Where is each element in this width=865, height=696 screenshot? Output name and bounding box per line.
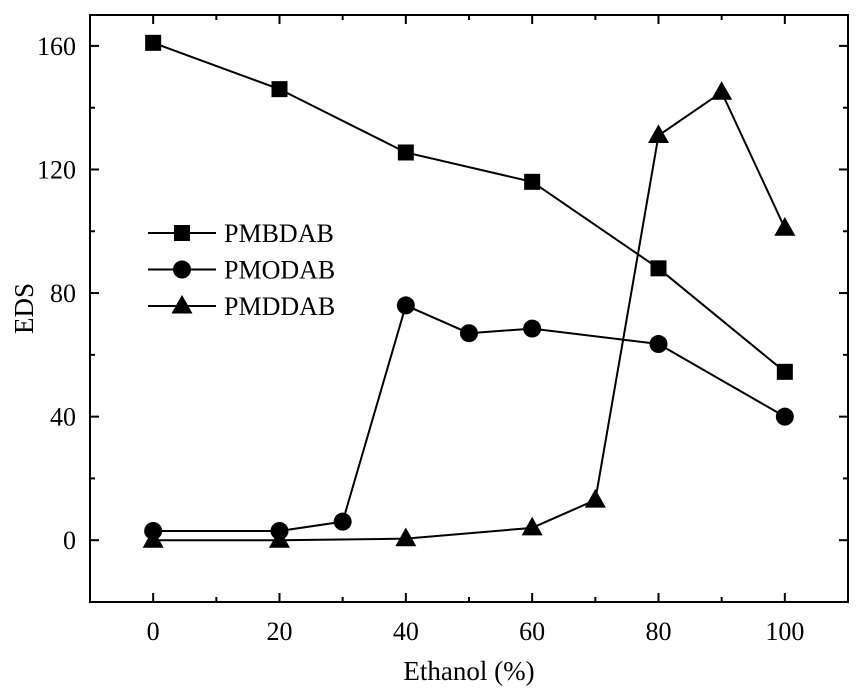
pmddab-point <box>774 217 796 236</box>
legend-pmbdab-label: PMBDAB <box>224 219 334 248</box>
pmodab-point <box>396 296 415 315</box>
pmddab-point <box>142 529 164 548</box>
pmbdab-point <box>397 144 414 161</box>
y-axis-title: EDS <box>9 283 39 334</box>
x-tick-label: 80 <box>646 617 672 646</box>
pmodab-point <box>775 407 794 426</box>
pmbdab-point <box>271 81 288 98</box>
x-axis-title: Ethanol (%) <box>403 656 534 686</box>
legend-pmodab-label: PMODAB <box>224 256 335 285</box>
y-tick-label: 120 <box>37 155 76 184</box>
legend-pmddab-marker <box>171 294 193 314</box>
pmddab-point <box>521 516 543 536</box>
pmbdab-line <box>152 41 786 373</box>
y-tick-label: 160 <box>37 32 76 61</box>
y-tick-label: 80 <box>50 279 76 308</box>
pmbdab-point <box>524 173 541 190</box>
pmddab-line <box>153 90 786 542</box>
pmodab-line <box>153 304 786 532</box>
legend-pmodab-marker <box>173 260 191 279</box>
x-tick-label: 60 <box>519 617 545 646</box>
legend-pmddab-label: PMDDAB <box>224 292 335 321</box>
x-tick-label: 100 <box>765 617 804 646</box>
pmddab-point <box>269 529 290 548</box>
pmbdab-point <box>145 34 162 51</box>
x-tick-label: 0 <box>147 617 160 646</box>
x-tick-label: 40 <box>393 617 419 646</box>
pmodab-point <box>523 319 542 338</box>
pmodab-point <box>649 335 668 354</box>
plot-frame <box>89 14 849 603</box>
legend-pmbdab-marker <box>174 225 190 241</box>
y-tick-label: 0 <box>63 526 76 555</box>
pmddab-point <box>648 124 669 144</box>
x-tick-label: 20 <box>267 617 293 646</box>
pmbdab-point <box>650 260 667 277</box>
pmddab-point <box>395 527 417 547</box>
y-tick-label: 40 <box>50 403 76 432</box>
pmbdab-point <box>776 363 793 380</box>
pmodab-point <box>333 512 352 531</box>
pmodab-point <box>460 324 478 343</box>
pmddab-point <box>584 488 606 508</box>
pmddab-point <box>711 81 733 100</box>
